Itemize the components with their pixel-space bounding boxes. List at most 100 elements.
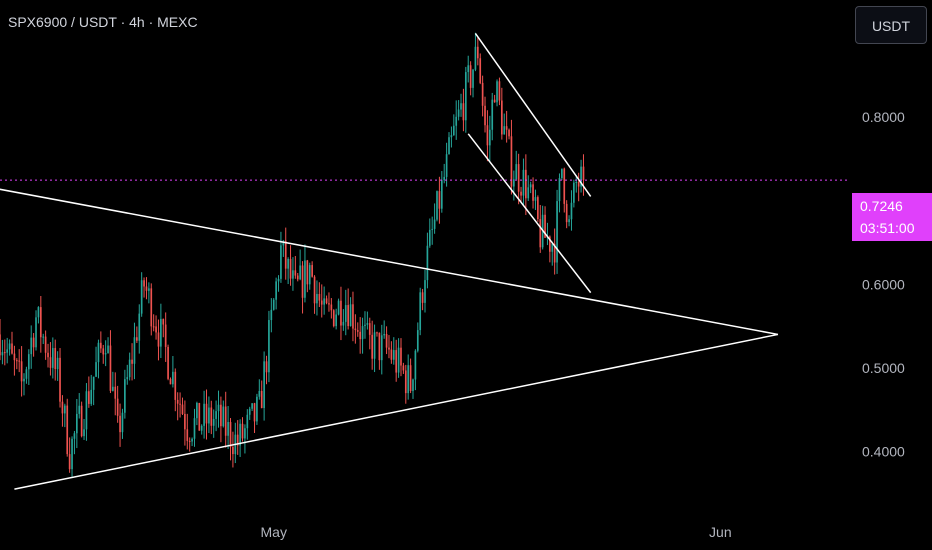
candle bbox=[332, 309, 335, 328]
candle bbox=[277, 275, 280, 292]
candle bbox=[150, 283, 153, 336]
candle bbox=[160, 303, 162, 358]
time-tick-label: Jun bbox=[709, 524, 732, 540]
candle bbox=[140, 272, 143, 317]
candle bbox=[412, 378, 414, 399]
candle bbox=[44, 330, 47, 360]
last-price-value: 0.7246 bbox=[860, 198, 903, 214]
candle bbox=[570, 190, 573, 231]
candle bbox=[292, 257, 294, 291]
candle bbox=[284, 227, 287, 280]
candle bbox=[416, 322, 419, 353]
candle bbox=[541, 205, 544, 250]
candle bbox=[513, 170, 515, 201]
candle bbox=[124, 369, 126, 419]
candle bbox=[18, 349, 21, 373]
candle bbox=[452, 114, 455, 136]
time-tick-label: May bbox=[261, 524, 287, 540]
candle bbox=[63, 403, 66, 428]
candle bbox=[220, 396, 222, 443]
candle bbox=[54, 339, 57, 381]
candle bbox=[232, 431, 234, 468]
candle bbox=[66, 398, 69, 457]
currency-button[interactable]: USDT bbox=[855, 6, 927, 44]
trendlines-layer bbox=[0, 33, 779, 490]
candle bbox=[356, 322, 359, 337]
candle bbox=[121, 408, 124, 439]
candle bbox=[525, 154, 527, 215]
candle bbox=[479, 53, 482, 85]
candle bbox=[200, 424, 203, 435]
candle bbox=[138, 304, 141, 354]
candle bbox=[316, 280, 318, 316]
candle bbox=[448, 132, 450, 155]
trendline-channel-lower[interactable] bbox=[467, 133, 592, 294]
candle bbox=[388, 335, 390, 359]
candle bbox=[136, 326, 138, 343]
candle bbox=[198, 402, 201, 431]
candle bbox=[244, 424, 246, 454]
candle bbox=[335, 308, 337, 330]
candle bbox=[35, 310, 37, 351]
candle bbox=[56, 351, 59, 381]
price-tick-label: 0.6000 bbox=[862, 276, 905, 292]
candle bbox=[47, 343, 49, 368]
candle bbox=[344, 289, 347, 336]
candle bbox=[83, 418, 85, 440]
candle bbox=[563, 167, 566, 213]
candle bbox=[364, 311, 366, 339]
candle bbox=[100, 331, 102, 353]
candle bbox=[236, 420, 239, 455]
candle bbox=[340, 286, 342, 341]
candle bbox=[359, 317, 362, 354]
candle bbox=[457, 100, 460, 121]
candle bbox=[299, 249, 301, 281]
candle bbox=[181, 397, 184, 416]
candle bbox=[532, 177, 534, 209]
candle bbox=[174, 368, 177, 412]
candle bbox=[419, 287, 422, 336]
candle bbox=[217, 390, 220, 428]
candle bbox=[162, 318, 165, 338]
candle-countdown: 03:51:00 bbox=[860, 220, 915, 236]
candle bbox=[476, 36, 479, 66]
candle bbox=[30, 325, 33, 369]
candle bbox=[215, 400, 217, 432]
candle bbox=[143, 277, 145, 298]
candle bbox=[167, 344, 169, 381]
trendline-triangle-upper[interactable] bbox=[0, 184, 779, 336]
candle bbox=[11, 331, 13, 355]
candle bbox=[61, 395, 64, 427]
candle bbox=[352, 291, 354, 342]
candle bbox=[515, 150, 518, 180]
candle bbox=[23, 373, 25, 396]
candle bbox=[112, 371, 114, 392]
candle bbox=[8, 339, 11, 356]
candles-layer bbox=[0, 32, 585, 477]
candle bbox=[186, 413, 189, 450]
candle bbox=[210, 400, 213, 435]
candle bbox=[421, 288, 424, 311]
candle bbox=[191, 437, 193, 447]
candle bbox=[268, 310, 270, 383]
trendline-channel-upper[interactable] bbox=[474, 33, 592, 197]
candle bbox=[505, 110, 508, 143]
candle bbox=[397, 338, 400, 378]
candle bbox=[308, 262, 311, 290]
candle bbox=[301, 261, 304, 314]
candle bbox=[404, 364, 407, 404]
trendline-triangle-lower[interactable] bbox=[14, 333, 779, 490]
candle bbox=[462, 88, 465, 132]
candle bbox=[3, 339, 6, 366]
candle bbox=[184, 400, 186, 446]
candle bbox=[551, 241, 554, 266]
candle bbox=[573, 179, 575, 208]
candle bbox=[114, 372, 117, 416]
candle bbox=[400, 338, 402, 377]
candle bbox=[325, 295, 328, 305]
candle bbox=[133, 322, 136, 380]
candle bbox=[328, 292, 330, 312]
candle bbox=[104, 340, 107, 367]
candle bbox=[51, 337, 54, 379]
